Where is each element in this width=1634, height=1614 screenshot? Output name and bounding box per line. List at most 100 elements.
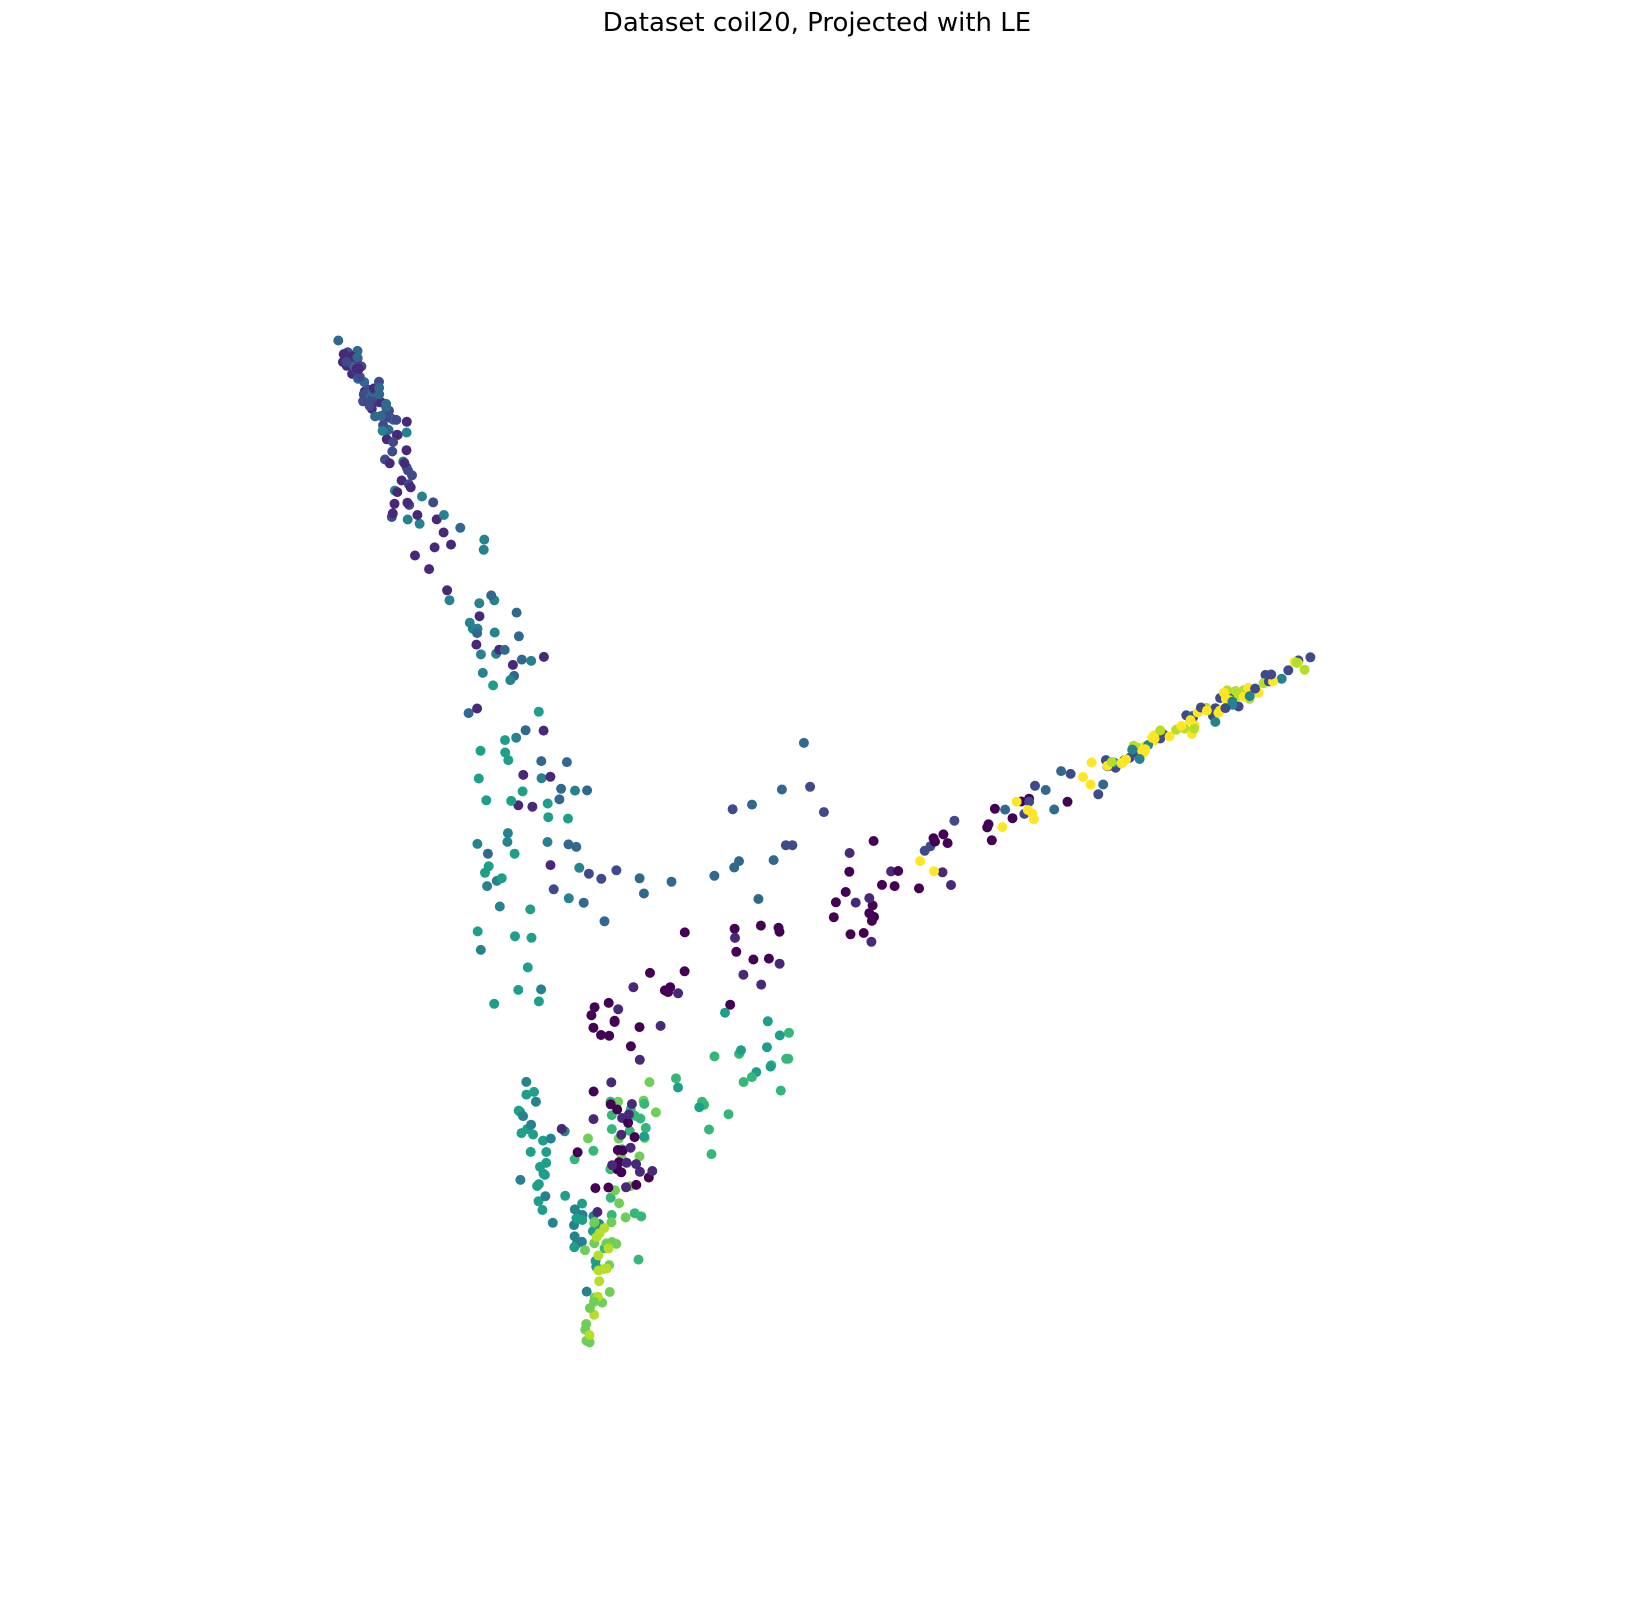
scatter-point xyxy=(472,703,483,714)
scatter-point xyxy=(1040,785,1051,795)
scatter-point xyxy=(570,785,580,796)
scatter-point xyxy=(614,1198,625,1209)
scatter-point xyxy=(424,564,435,575)
scatter-point xyxy=(734,856,744,867)
scatter-point xyxy=(626,1099,637,1109)
scatter-point xyxy=(500,735,510,746)
scatter-point xyxy=(533,1196,544,1207)
scatter-point xyxy=(589,1217,600,1227)
scatter-point xyxy=(748,954,759,965)
scatter-point xyxy=(1201,705,1212,716)
scatter-point xyxy=(738,1077,749,1087)
scatter-point xyxy=(604,1287,615,1297)
scatter-point xyxy=(850,897,861,908)
scatter-point xyxy=(1250,683,1261,694)
scatter-point xyxy=(877,879,887,890)
scatter-point xyxy=(725,999,736,1010)
scatter-point xyxy=(431,514,442,525)
scatter-point xyxy=(588,1086,599,1097)
scatter-points xyxy=(333,335,1316,1348)
scatter-point xyxy=(572,1147,583,1158)
scatter-point xyxy=(438,510,449,520)
scatter-point xyxy=(353,363,364,374)
scatter-point xyxy=(1218,687,1229,698)
scatter-point xyxy=(341,356,352,367)
scatter-point xyxy=(478,544,489,555)
scatter-point xyxy=(599,916,610,927)
scatter-point xyxy=(666,876,677,887)
scatter-point xyxy=(1185,715,1196,726)
scatter-point xyxy=(526,1119,537,1130)
scatter-point xyxy=(548,884,559,895)
scatter-point xyxy=(384,458,395,469)
scatter-point xyxy=(639,1098,650,1109)
scatter-point xyxy=(889,881,900,892)
scatter-point xyxy=(472,926,483,937)
scatter-point xyxy=(545,1133,556,1144)
scatter-point xyxy=(636,1211,647,1222)
scatter-point xyxy=(517,786,528,797)
scatter-point xyxy=(679,927,690,938)
scatter-point xyxy=(584,1330,595,1340)
scatter-point xyxy=(986,835,997,846)
scatter-point xyxy=(354,371,365,382)
scatter-point xyxy=(590,1183,601,1194)
scatter-point xyxy=(516,1128,527,1139)
scatter-point xyxy=(364,398,375,409)
scatter-point xyxy=(942,838,953,849)
scatter-point xyxy=(402,514,413,525)
scatter-point xyxy=(621,1157,632,1168)
scatter-point xyxy=(532,1181,543,1191)
scatter-point xyxy=(647,1166,658,1176)
scatter-point xyxy=(1078,772,1089,782)
scatter-point xyxy=(628,982,639,993)
scatter-point xyxy=(1147,732,1158,743)
scatter-point xyxy=(1176,720,1187,731)
scatter-point xyxy=(483,861,494,872)
scatter-point xyxy=(1106,756,1117,767)
scatter-point xyxy=(545,771,556,782)
scatter-point xyxy=(502,828,513,839)
scatter-point xyxy=(915,856,926,867)
scatter-point xyxy=(592,1207,603,1217)
scatter-point xyxy=(499,644,510,655)
chart-title: Dataset coil20, Projected with LE xyxy=(602,8,1032,38)
scatter-point xyxy=(506,795,517,806)
scatter-point xyxy=(352,352,363,363)
scatter-point xyxy=(526,932,537,943)
scatter-point xyxy=(521,1076,532,1087)
scatter-point xyxy=(631,1159,642,1170)
scatter-point xyxy=(577,1215,588,1225)
scatter-point xyxy=(505,675,516,686)
scatter-point xyxy=(659,985,670,996)
scatter-point xyxy=(516,654,527,665)
scatter-point xyxy=(606,1210,617,1220)
scatter-point xyxy=(569,1242,580,1253)
scatter-point xyxy=(634,1022,645,1033)
scatter-point xyxy=(536,773,547,784)
scatter-point xyxy=(477,667,488,678)
scatter-point xyxy=(599,1223,610,1233)
scatter-point xyxy=(866,915,877,926)
scatter-point xyxy=(594,1276,605,1287)
scatter-point xyxy=(858,928,869,938)
scatter-point xyxy=(866,936,877,947)
scatter-point xyxy=(489,998,500,1009)
scatter-point xyxy=(494,901,505,912)
scatter-point xyxy=(405,482,416,493)
scatter-point xyxy=(1305,652,1316,663)
scatter-point xyxy=(399,458,410,469)
scatter-point xyxy=(1007,813,1018,824)
scatter-point xyxy=(529,1086,539,1097)
scatter-point xyxy=(556,1123,567,1134)
scatter-point xyxy=(755,920,766,931)
scatter-point xyxy=(607,1160,618,1171)
scatter-point xyxy=(486,590,497,601)
scatter-point xyxy=(723,1109,734,1120)
scatter-point xyxy=(606,1217,617,1228)
scatter-point xyxy=(410,550,420,561)
scatter-point xyxy=(634,1166,645,1177)
scatter-point xyxy=(474,598,485,609)
scatter-point xyxy=(1213,707,1224,718)
